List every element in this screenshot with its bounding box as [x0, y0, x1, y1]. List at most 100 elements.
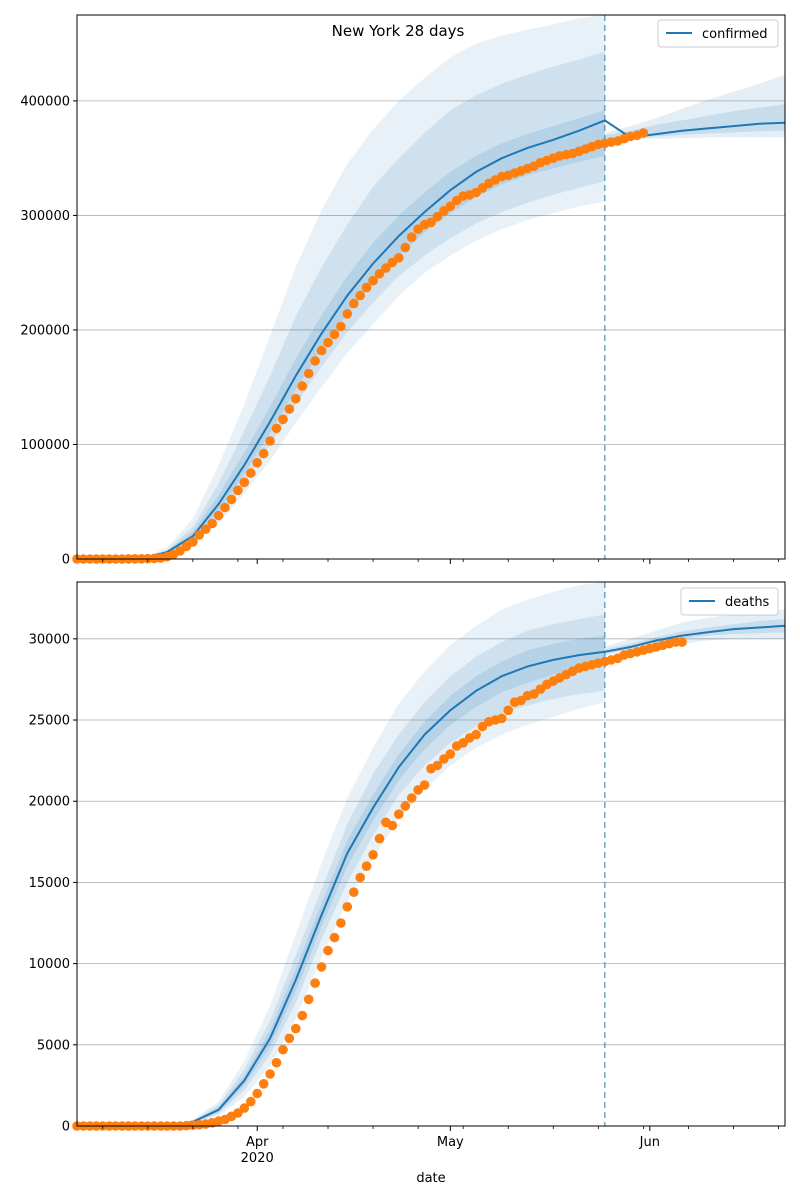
deaths-observed-point — [497, 713, 507, 724]
confirmed-observed-point — [194, 530, 205, 540]
deaths-observed-point — [471, 729, 481, 740]
confirmed-observed-point — [265, 436, 275, 446]
x-year-label: 2020 — [241, 1151, 274, 1166]
deaths-observed-point — [413, 785, 423, 795]
y-tick-label: 200000 — [20, 323, 70, 338]
confirmed-observed-point — [445, 201, 456, 212]
confirmed-observed-point — [355, 290, 366, 301]
confirmed-observed-point — [233, 485, 243, 496]
chart-title: New York 28 days — [332, 22, 465, 40]
confirmed-observed-point — [349, 298, 359, 309]
confirmed-observed-point — [329, 329, 340, 340]
confirmed-observed-point — [342, 309, 353, 319]
y-tick-label: 15000 — [29, 876, 70, 891]
confirmed-observed-point — [426, 217, 436, 228]
confirmed-observed-point — [394, 252, 404, 263]
confirmed-observed-point — [258, 448, 269, 459]
axes-frame — [76, 14, 786, 560]
confirmed-observed-point — [246, 468, 256, 478]
deaths-observed-point — [419, 780, 430, 790]
confirmed-observed-point — [284, 404, 295, 414]
y-tick-label: 20000 — [29, 795, 70, 810]
confirmed-legend: confirmed — [657, 19, 779, 48]
confirmed-observed-point — [638, 128, 649, 138]
confirmed-observed-point — [226, 494, 237, 505]
deaths-panel: 0 5000 10000 15000 20000 25000 30000 Apr May Jun 2… — [29, 581, 786, 1166]
confidence-band-forecast-inner — [604, 104, 785, 140]
deaths-observed-point — [677, 637, 687, 647]
confirmed-observed-point — [188, 537, 198, 547]
deaths-observed-point — [432, 760, 443, 771]
y-tick-label: 400000 — [20, 94, 70, 109]
deaths-legend: deaths — [680, 587, 779, 616]
deaths-observed-point — [503, 705, 513, 716]
deaths-observed-point — [329, 932, 340, 943]
y-tick-label: 100000 — [20, 438, 70, 453]
x-tick-label: Apr — [246, 1135, 269, 1150]
confirmed-observed-point — [374, 269, 385, 279]
confirmed-observed-point — [239, 477, 250, 488]
y-tick-label: 10000 — [29, 957, 70, 972]
confidence-band-forecast-outer — [604, 74, 785, 141]
x-tick-label: May — [437, 1135, 464, 1150]
deaths-observed-point — [406, 793, 417, 803]
x-tick-label: Jun — [639, 1135, 660, 1150]
deaths-observed-point — [310, 978, 320, 988]
confirmed-observed-point — [400, 242, 411, 253]
confirmed-observed-point — [323, 337, 333, 348]
confirmed-observed-point — [303, 368, 314, 379]
deaths-observed-point — [374, 833, 385, 844]
confirmed-observed-point — [252, 458, 262, 468]
confirmed-observed-point — [220, 502, 230, 513]
confirmed-observed-point — [432, 211, 443, 222]
confirmed-observed-point — [361, 282, 372, 293]
y-tick-label: 0 — [62, 553, 70, 568]
y-tick-label: 300000 — [20, 209, 70, 224]
deaths-model-line — [77, 624, 786, 1127]
deaths-observed-point — [342, 902, 353, 912]
deaths-observed-point — [445, 749, 456, 759]
confirmed-observed-point — [213, 510, 224, 521]
confidence-band-outer — [141, 15, 605, 559]
deaths-observed-point — [355, 872, 366, 883]
deaths-observed-point — [258, 1079, 269, 1089]
confirmed-observed-point — [271, 423, 282, 434]
confidence-band-middle — [167, 614, 605, 1126]
y-tick-label: 0 — [62, 1120, 70, 1135]
confirmed-observed-point — [278, 414, 288, 425]
legend-box — [680, 587, 779, 616]
confirmed-observed-point — [316, 345, 327, 356]
confirmed-observed-point — [291, 393, 301, 404]
deaths-observed-point — [394, 809, 404, 819]
x-axis-label: date — [416, 1171, 445, 1186]
y-tick-label: 30000 — [29, 632, 70, 647]
legend-box — [657, 19, 779, 48]
deaths-observed-point — [349, 887, 359, 897]
deaths-observed-point — [265, 1069, 275, 1079]
confirmed-observed-point — [200, 524, 211, 534]
deaths-observed-point — [246, 1096, 256, 1107]
deaths-observed-point — [535, 684, 546, 694]
confirmed-observed-point — [368, 275, 378, 286]
deaths-observed-point — [400, 801, 411, 811]
confirmed-observed-point — [381, 263, 391, 273]
legend-label-deaths: deaths — [725, 595, 770, 610]
deaths-observed-point — [323, 945, 333, 956]
axes-frame — [76, 581, 786, 1127]
confirmed-panel: 0 100000 200000 300000 400000 — [20, 14, 786, 568]
deaths-observed-point — [291, 1023, 301, 1034]
confirmed-model-line — [76, 119, 786, 560]
deaths-observed-point — [316, 962, 327, 972]
deaths-observed-point — [284, 1033, 295, 1044]
deaths-observed-point — [361, 861, 372, 871]
deaths-observed-point — [303, 994, 314, 1005]
deaths-observed-point — [297, 1010, 308, 1021]
confirmed-observed-point — [406, 232, 417, 242]
deaths-observed-point — [252, 1088, 262, 1099]
confirmed-observed-point — [297, 381, 308, 391]
confirmed-observed-point — [207, 518, 217, 529]
deaths-observed-point — [387, 820, 398, 831]
legend-label-confirmed: confirmed — [702, 27, 768, 42]
deaths-observed-point — [239, 1103, 250, 1113]
